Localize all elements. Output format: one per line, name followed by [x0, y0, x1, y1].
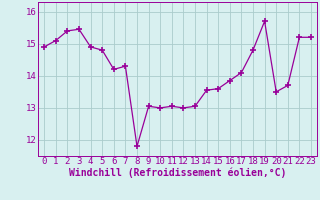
X-axis label: Windchill (Refroidissement éolien,°C): Windchill (Refroidissement éolien,°C): [69, 168, 286, 178]
